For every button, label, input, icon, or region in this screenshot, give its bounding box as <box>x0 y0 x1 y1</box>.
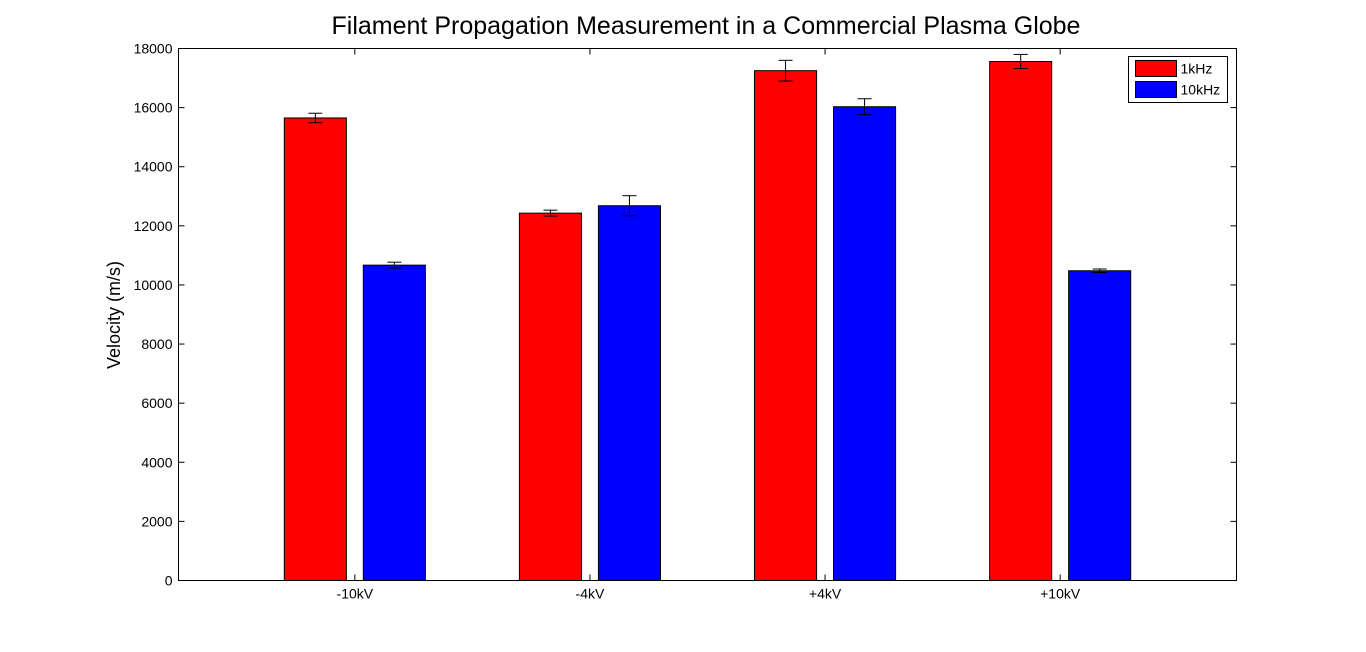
y-tick-label: 18000 <box>134 41 173 57</box>
axis-ticks: 0 2000 4000 6000 8000 10000 12000 14000 16000 180… <box>134 41 1237 602</box>
plot-area <box>178 48 1237 581</box>
bars <box>283 61 1132 582</box>
x-tick-label: -4kV <box>576 586 605 602</box>
bar-1khz-4 <box>989 61 1053 581</box>
error-bar <box>1092 268 1107 274</box>
bar-1khz-3 <box>754 70 818 582</box>
legend-swatch <box>1135 60 1177 77</box>
y-axis-label: Velocity (m/s) <box>104 261 124 369</box>
bar-1khz-2 <box>518 212 582 581</box>
legend-label: 1kHz <box>1181 61 1213 77</box>
error-bar <box>1013 53 1028 70</box>
y-tick-label: 4000 <box>141 454 172 470</box>
legend-swatch <box>1135 81 1177 98</box>
bar-10khz-1 <box>362 264 426 581</box>
bar-10khz-4 <box>1068 270 1132 581</box>
x-tick-label: +10kV <box>1040 586 1081 602</box>
bar-1khz-1 <box>283 117 347 581</box>
x-tick-label: -10kV <box>337 586 374 602</box>
error-bar <box>308 112 323 124</box>
error-bar <box>543 209 558 217</box>
y-tick-label: 6000 <box>141 395 172 411</box>
y-tick-label: 2000 <box>141 513 172 529</box>
error-bar <box>622 195 637 217</box>
error-bar <box>387 261 402 269</box>
bar-10khz-3 <box>833 106 897 581</box>
y-tick-label: 10000 <box>134 277 173 293</box>
y-tick-label: 0 <box>165 573 173 589</box>
x-tick-label: +4kV <box>809 586 842 602</box>
error-bar <box>857 98 872 116</box>
y-tick-label: 16000 <box>134 100 173 116</box>
y-tick-label: 14000 <box>134 159 173 175</box>
legend: 1kHz 10kHz <box>1128 56 1228 103</box>
error-bars <box>308 53 1107 274</box>
legend-label: 10kHz <box>1181 82 1221 98</box>
chart-title: Filament Propagation Measurement in a Co… <box>332 12 1081 40</box>
y-tick-label: 8000 <box>141 336 172 352</box>
bar-10khz-2 <box>597 205 661 581</box>
y-tick-label: 12000 <box>134 218 173 234</box>
error-bar <box>778 59 793 82</box>
